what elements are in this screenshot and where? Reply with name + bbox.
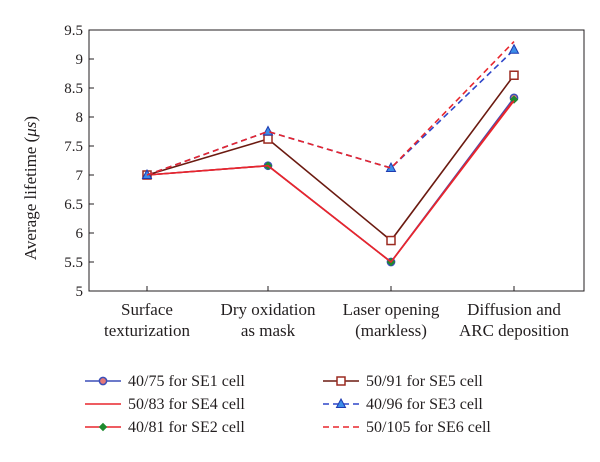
series-line <box>146 41 515 176</box>
legend-item: 40/75 for SE1 cell <box>85 373 245 390</box>
x-tick-label-line: Laser opening <box>343 300 440 319</box>
legend-label: 50/83 for SE4 cell <box>128 396 245 413</box>
x-tick-label-line: (markless) <box>355 321 427 340</box>
data-point <box>386 235 396 246</box>
x-tick-label-line: ARC deposition <box>459 321 570 340</box>
data-point <box>509 70 519 80</box>
legend-item: 40/96 for SE3 cell <box>323 396 483 413</box>
series-4 <box>141 43 520 179</box>
legend-swatch-marker <box>98 376 108 386</box>
series-5 <box>146 41 515 176</box>
x-axis: Surface texturization Dry oxidation as mask… <box>104 286 570 340</box>
y-tick-label: 7 <box>76 168 84 184</box>
data-point <box>263 134 273 144</box>
legend-item: 50/91 for SE5 cell <box>323 373 483 390</box>
y-axis-label-prefix: Average lifetime ( <box>21 136 40 260</box>
y-axis: 5 5.5 6 6.5 7 7.5 8 8.5 9 9.5 <box>64 23 94 300</box>
x-tick-label-line: texturization <box>104 321 190 340</box>
legend-swatch-marker <box>335 397 347 408</box>
x-tick-label-line: Surface <box>121 300 173 319</box>
x-tick-label: Dry oxidation as mask <box>221 300 316 340</box>
series-line <box>146 97 515 264</box>
series-line <box>146 74 515 242</box>
legend-item: 50/83 for SE4 cell <box>85 396 245 413</box>
series-line <box>146 100 515 264</box>
x-tick-label-line: Dry oxidation <box>221 300 316 319</box>
legend-label: 40/81 for SE2 cell <box>128 419 245 436</box>
legend-label: 40/75 for SE1 cell <box>128 373 245 390</box>
series-line <box>146 49 515 176</box>
plot-frame-group <box>88 29 585 292</box>
x-tick-label: Diffusion and ARC deposition <box>459 300 570 340</box>
legend-swatch-marker <box>98 422 108 432</box>
y-tick-label: 9 <box>76 52 84 68</box>
y-tick-label: 7.5 <box>64 139 83 155</box>
y-tick-label: 8 <box>76 110 84 126</box>
x-tick-label: Laser opening (markless) <box>343 300 440 340</box>
y-tick-label: 6 <box>76 226 84 242</box>
legend-label: 40/96 for SE3 cell <box>366 396 483 413</box>
y-axis-label: Average lifetime (μs) <box>21 116 40 260</box>
y-tick-label: 6.5 <box>64 197 83 213</box>
series-2 <box>142 95 519 267</box>
y-tick-label: 5.5 <box>64 255 83 271</box>
data-point <box>262 125 274 136</box>
plot-frame <box>88 29 585 292</box>
x-tick-label: Surface texturization <box>104 300 190 340</box>
series-line <box>146 99 515 264</box>
legend-item: 40/81 for SE2 cell <box>85 419 245 436</box>
legend-item: 50/105 for SE6 cell <box>323 419 491 436</box>
legend-swatch-marker <box>336 376 346 386</box>
series-3 <box>142 70 519 246</box>
series-1 <box>146 100 515 264</box>
x-tick-label-line: as mask <box>241 321 296 340</box>
y-tick-label: 8.5 <box>64 81 83 97</box>
x-tick-label-line: Diffusion and <box>467 300 561 319</box>
data-point <box>509 95 519 104</box>
series-0 <box>142 93 519 267</box>
y-tick-label: 9.5 <box>64 23 83 39</box>
legend: 40/75 for SE1 cell 50/91 for SE5 cell 50/8… <box>85 373 491 436</box>
data-point <box>508 43 520 54</box>
y-axis-label-suffix: ) <box>21 116 40 122</box>
y-axis-label-unit: μs <box>21 121 40 138</box>
series-layer <box>141 41 520 267</box>
y-tick-label: 5 <box>76 284 84 300</box>
legend-label: 50/91 for SE5 cell <box>366 373 483 390</box>
legend-label: 50/105 for SE6 cell <box>366 419 491 436</box>
